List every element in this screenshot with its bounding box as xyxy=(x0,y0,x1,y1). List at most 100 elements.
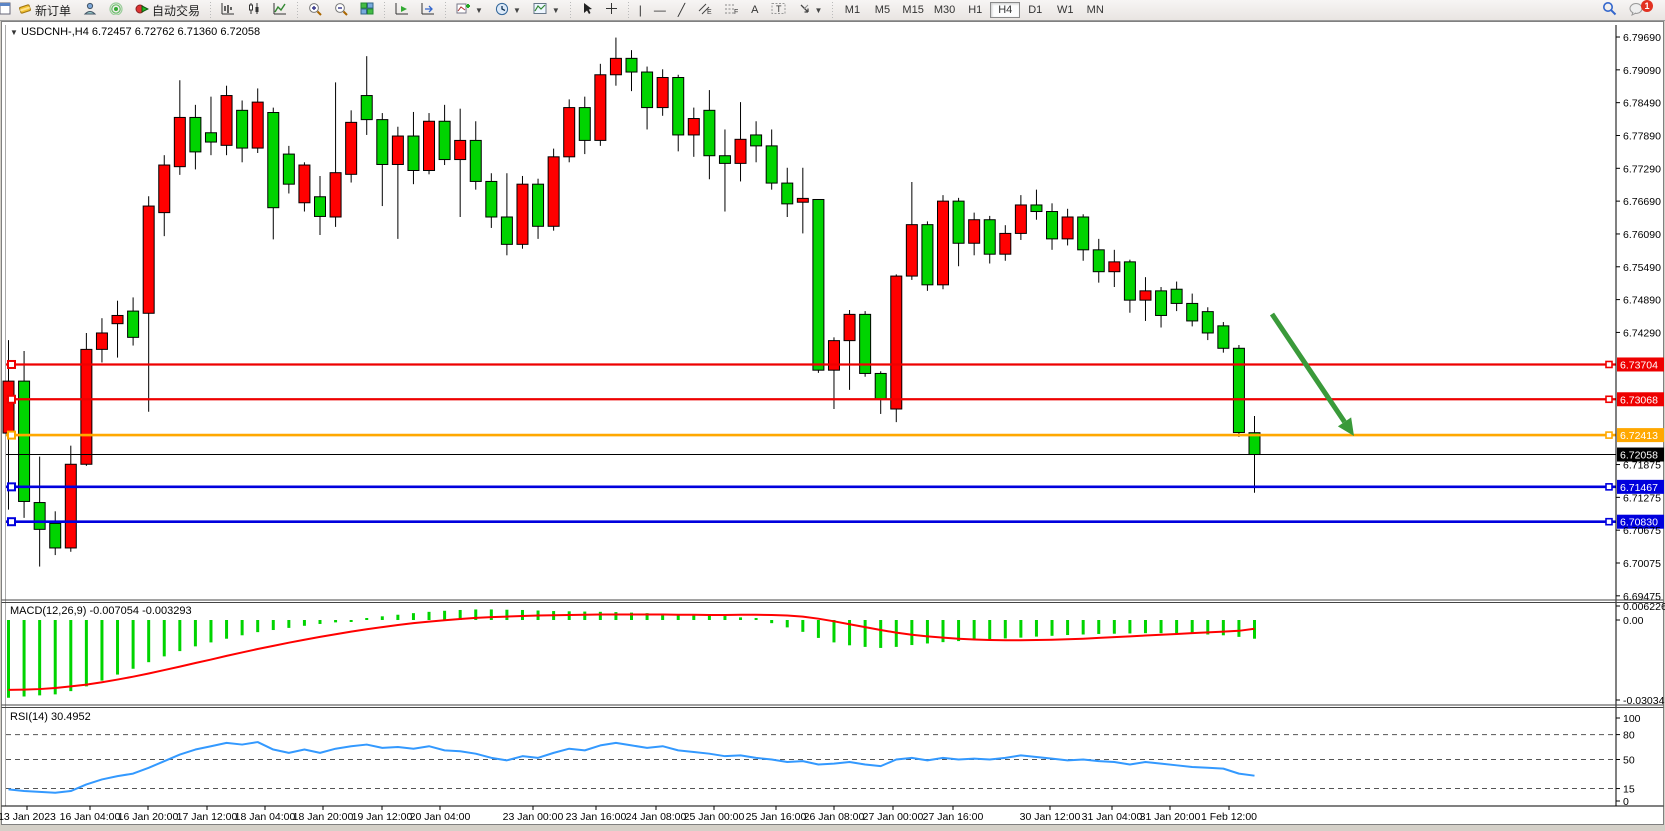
candle-body[interactable] xyxy=(874,372,887,400)
line-handle[interactable] xyxy=(7,430,16,440)
candle-body[interactable] xyxy=(111,314,124,325)
candle-body[interactable] xyxy=(407,135,420,171)
candle-body[interactable] xyxy=(1217,325,1230,349)
candle-body[interactable] xyxy=(469,139,482,182)
chart-canvas[interactable]: 6.73704 6.73068 6.72413 6.71467 6.70830 6.720… xyxy=(0,20,1665,831)
candle-body[interactable] xyxy=(999,232,1012,255)
price-scale[interactable]: 6.79690 6.79090 6.78490 6.77890 6.77290 6.766… xyxy=(1615,25,1661,806)
candle-body[interactable] xyxy=(796,197,809,203)
candle-body[interactable] xyxy=(1155,290,1168,316)
candle-body[interactable] xyxy=(345,121,358,175)
candle-body[interactable] xyxy=(314,196,326,217)
candle-body[interactable] xyxy=(1061,216,1074,240)
candle-body[interactable] xyxy=(547,156,560,227)
candle-body[interactable] xyxy=(1232,347,1245,434)
candle-body[interactable] xyxy=(127,310,140,338)
tile-windows-button[interactable] xyxy=(355,0,379,20)
arrows-button[interactable]: ▼ xyxy=(793,0,828,20)
text-button[interactable]: A xyxy=(746,0,763,20)
candle-body[interactable] xyxy=(33,502,46,530)
candle-body[interactable] xyxy=(267,112,280,209)
line-handle[interactable] xyxy=(7,359,16,369)
trend-arrow[interactable] xyxy=(1269,312,1354,436)
templates-button[interactable]: ▼ xyxy=(528,0,565,20)
candle-body[interactable] xyxy=(298,164,311,204)
candle-body[interactable] xyxy=(516,183,529,245)
candle-body[interactable] xyxy=(18,380,31,502)
candle-body[interactable] xyxy=(765,145,778,184)
candle-body[interactable] xyxy=(1186,302,1199,322)
chart-window-icon[interactable] xyxy=(0,2,12,18)
candle-body[interactable] xyxy=(641,71,654,109)
candle-body[interactable] xyxy=(500,216,513,245)
candle-body[interactable] xyxy=(921,224,934,286)
candle-body[interactable] xyxy=(905,224,918,277)
candle-body[interactable] xyxy=(95,332,108,350)
fibonacci-button[interactable]: F xyxy=(719,0,744,20)
line-handle[interactable] xyxy=(1605,395,1613,404)
candle-body[interactable] xyxy=(1201,311,1214,334)
candle-body[interactable] xyxy=(251,101,264,149)
candle-body[interactable] xyxy=(1108,261,1121,273)
candle-body[interactable] xyxy=(687,118,700,136)
candle-body[interactable] xyxy=(1046,211,1059,240)
auto-scroll-button[interactable] xyxy=(390,0,414,20)
candle-body[interactable] xyxy=(1077,216,1090,251)
candle-body[interactable] xyxy=(827,340,840,371)
candle-body[interactable] xyxy=(750,134,763,147)
indicators-button[interactable]: ▼ xyxy=(451,0,488,20)
timeframe-mn[interactable]: MN xyxy=(1086,4,1104,16)
candle-body[interactable] xyxy=(64,463,77,549)
candle-body[interactable] xyxy=(360,95,373,121)
line-handle[interactable] xyxy=(7,482,16,492)
candle-body[interactable] xyxy=(532,183,545,227)
line-handle[interactable] xyxy=(1605,431,1613,439)
periods-button[interactable]: ▼ xyxy=(490,0,526,20)
line-handle[interactable] xyxy=(7,517,16,527)
candle-body[interactable] xyxy=(142,205,155,314)
candle-body[interactable] xyxy=(703,109,716,157)
candle-body[interactable] xyxy=(485,180,498,218)
candle-body[interactable] xyxy=(158,164,171,214)
cursor-button[interactable] xyxy=(576,0,598,20)
candle-body[interactable] xyxy=(391,135,404,165)
candle-body[interactable] xyxy=(968,219,981,244)
candle-body[interactable] xyxy=(1123,261,1136,301)
candle-body[interactable] xyxy=(173,116,186,168)
line-handle[interactable] xyxy=(1605,517,1613,526)
chevron-down-icon[interactable]: ▼ xyxy=(10,28,18,37)
candlestick-button[interactable] xyxy=(242,0,266,20)
timeframe-m15[interactable]: M15 xyxy=(902,4,924,16)
candle-body[interactable] xyxy=(1170,288,1183,304)
search-button[interactable] xyxy=(1597,0,1622,20)
chart-background[interactable] xyxy=(1,21,1664,825)
timeframe-w1[interactable]: W1 xyxy=(1056,4,1074,16)
timeframe-h1[interactable]: H1 xyxy=(968,4,983,16)
candle-body[interactable] xyxy=(189,116,202,153)
line-handle[interactable] xyxy=(7,394,16,404)
candle-body[interactable] xyxy=(672,76,685,136)
candle-body[interactable] xyxy=(594,74,607,141)
candle-body[interactable] xyxy=(937,200,949,286)
candle-body[interactable] xyxy=(859,313,872,374)
candle-body[interactable] xyxy=(329,172,342,218)
candle-body[interactable] xyxy=(983,219,996,255)
text-label-button[interactable]: T xyxy=(766,0,791,20)
candle-body[interactable] xyxy=(376,119,389,165)
notifications-button[interactable]: 1 xyxy=(1624,0,1658,20)
line-handle[interactable] xyxy=(1605,360,1613,369)
trendline-button[interactable]: ╱ xyxy=(673,0,690,20)
bar-chart-button[interactable] xyxy=(216,0,240,20)
chart-shift-button[interactable] xyxy=(416,0,440,20)
candle-body[interactable] xyxy=(625,57,638,73)
candle-body[interactable] xyxy=(236,109,249,149)
signal-button[interactable] xyxy=(104,0,128,20)
candle-body[interactable] xyxy=(843,313,856,342)
timeframe-m30[interactable]: M30 xyxy=(933,4,956,16)
candle-body[interactable] xyxy=(423,120,436,171)
zoom-in-button[interactable] xyxy=(303,0,327,20)
candle-body[interactable] xyxy=(80,348,93,465)
autotrade-button[interactable]: 自动交易 xyxy=(130,0,205,20)
candle-body[interactable] xyxy=(812,198,825,371)
candle-body[interactable] xyxy=(1014,204,1027,234)
